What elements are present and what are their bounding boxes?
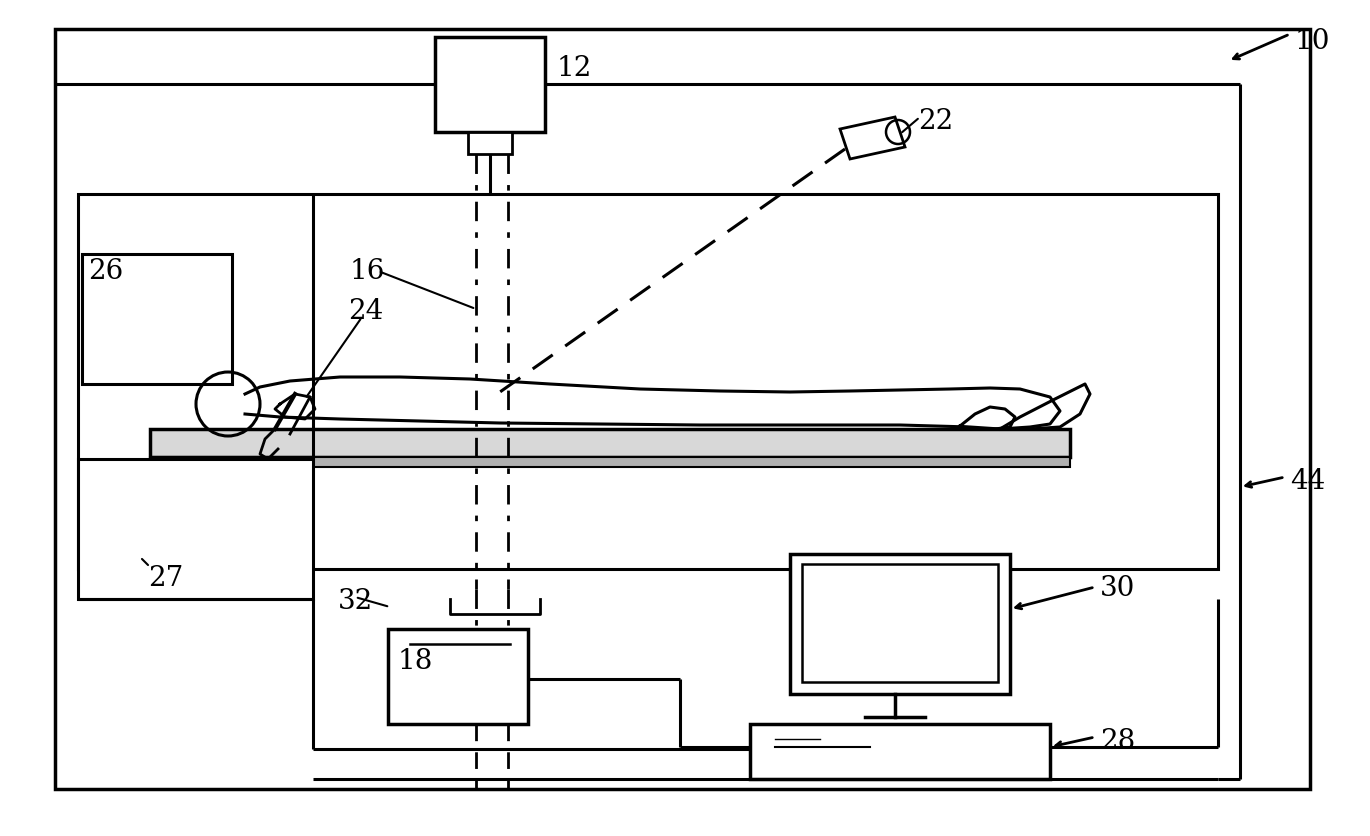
Bar [436, 38, 545, 133]
Bar [388, 630, 527, 724]
Text: 24: 24 [348, 298, 384, 324]
Text: 28: 28 [1100, 727, 1136, 754]
Text: 12: 12 [558, 55, 592, 82]
Bar [85, 534, 140, 584]
Text: 22: 22 [918, 108, 954, 135]
Bar [790, 554, 1010, 694]
Text: 26: 26 [88, 257, 123, 285]
Bar [78, 195, 1218, 569]
Bar [149, 457, 1070, 467]
Text: 16: 16 [349, 257, 385, 285]
Text: 27: 27 [148, 564, 184, 591]
Text: 44: 44 [1291, 467, 1325, 494]
Bar [149, 430, 1070, 457]
Bar [82, 255, 232, 385]
Bar [78, 460, 312, 599]
Text: 18: 18 [397, 647, 433, 674]
Text: 30: 30 [1100, 574, 1136, 601]
Bar [749, 724, 1049, 779]
Text: 32: 32 [338, 588, 373, 614]
Bar [469, 133, 512, 155]
Text: 10: 10 [1295, 28, 1330, 55]
Bar [801, 564, 997, 682]
Polygon shape [840, 118, 906, 160]
